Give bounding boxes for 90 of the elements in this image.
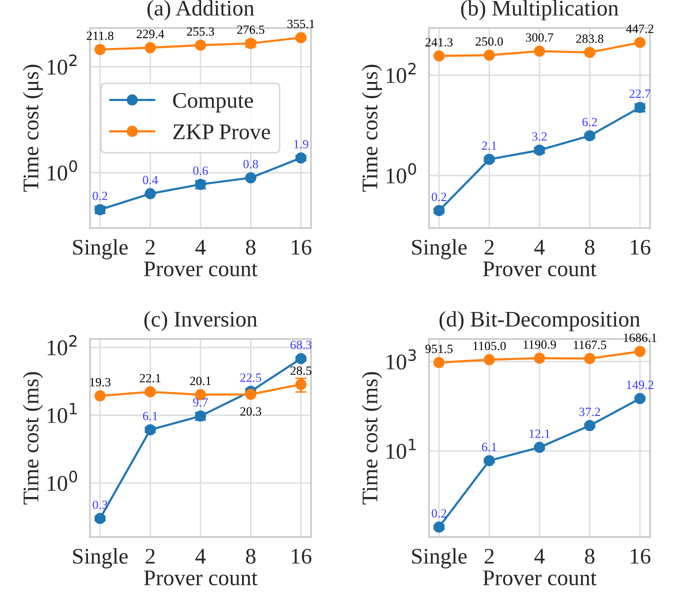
data-label: 22.7 [630, 90, 651, 98]
x-tick-label: Single [73, 239, 128, 260]
x-tick-label: 2 [146, 548, 155, 564]
data-label: 1686.1 [624, 334, 656, 342]
y-tick-label: 10$^{3}$ [386, 349, 416, 370]
data-label: 1105.0 [473, 342, 506, 350]
x-tick-label: Single [412, 239, 467, 260]
x-tick-label: 8 [585, 240, 594, 255]
x-tick-label: 8 [246, 240, 256, 255]
legend-label: ZKP Prove [173, 124, 270, 140]
data-label: 20.3 [240, 407, 262, 416]
data-label: 20.1 [190, 376, 211, 386]
data-label: 0.2 [92, 192, 108, 200]
data-label: 19.3 [90, 378, 110, 386]
y-tick-label: 10$^{0}$ [386, 163, 416, 184]
data-label: 149.2 [626, 380, 654, 390]
chart-title: (c) Inversion [144, 311, 258, 332]
data-label: 241.3 [426, 38, 453, 47]
y-tick-label: 10$^{2}$ [48, 335, 77, 356]
point [534, 352, 546, 364]
point [484, 354, 495, 366]
y-tick-label: 10$^{0}$ [48, 470, 78, 491]
data-label: 9.7 [193, 398, 208, 407]
data-label: 6.2 [582, 118, 597, 126]
x-tick-label: 4 [195, 548, 206, 564]
point [433, 50, 445, 62]
chart-title: (b) Multiplication [461, 0, 618, 20]
data-label: 6.1 [482, 442, 496, 452]
legend-label: Compute [173, 92, 253, 112]
point [433, 357, 445, 368]
x-tick-label: 16 [292, 548, 312, 564]
y-tick-label: 10$^{2}$ [386, 62, 416, 84]
y-axis-title: Time cost (μs) [22, 64, 43, 192]
chart-title: (d) Bit-Decomposition [440, 311, 640, 332]
x-tick-label: 8 [585, 548, 594, 564]
x-tick-label: 2 [484, 240, 494, 255]
x-tick-label: 4 [195, 240, 206, 255]
point [584, 353, 596, 364]
x-tick-label: 16 [630, 548, 650, 564]
data-label: 1.9 [294, 140, 308, 148]
x-axis-title: Prover count [144, 262, 258, 276]
y-tick-label: 10$^{0}$ [48, 160, 78, 181]
data-label: 3.2 [532, 132, 547, 141]
data-label: 2.1 [482, 141, 496, 150]
data-label: 1167.5 [574, 340, 606, 350]
data-label: 951.5 [425, 344, 453, 354]
x-tick-label: 2 [146, 240, 155, 255]
data-label: 0.6 [193, 166, 208, 175]
y-axis-title: Time cost (ms) [22, 372, 43, 504]
y-tick-label: 10$^{1}$ [48, 402, 77, 424]
data-label: 355.1 [287, 20, 314, 28]
data-label: 6.1 [142, 412, 158, 420]
y-axis-title: Time cost (ms) [362, 372, 382, 504]
y-tick-label: 10$^{2}$ [48, 54, 77, 75]
x-axis-title: Prover count [483, 262, 596, 276]
data-label: 276.5 [237, 26, 264, 34]
x-tick-label: 2 [484, 548, 494, 564]
data-label: 22.1 [140, 374, 160, 382]
x-tick-label: Single [412, 548, 467, 568]
data-label: 28.5 [290, 366, 312, 375]
x-tick-label: 4 [534, 548, 545, 564]
data-label: 255.3 [186, 27, 214, 36]
data-label: 0.4 [142, 176, 158, 184]
data-label: 229.4 [136, 30, 164, 38]
data-label: 12.1 [530, 429, 550, 438]
x-tick-label: 8 [246, 548, 256, 564]
data-label: 447.2 [626, 24, 654, 34]
data-label: 0.8 [243, 160, 258, 168]
x-tick-label: Single [73, 548, 128, 568]
point [634, 346, 646, 358]
data-label: 0.2 [432, 509, 446, 518]
data-label: 211.8 [86, 32, 114, 40]
x-axis-title: Prover count [144, 570, 258, 586]
y-tick-label: 10$^{1}$ [386, 438, 416, 459]
data-label: 1190.9 [524, 340, 556, 349]
data-label: 68.3 [290, 340, 312, 350]
chart-title: (a) Addition [147, 0, 254, 20]
x-axis-title: Prover count [483, 570, 596, 586]
x-tick-label: 4 [534, 240, 545, 255]
point [94, 44, 106, 56]
data-label: 0.3 [92, 500, 108, 510]
data-label: 283.8 [576, 34, 604, 43]
x-tick-label: 16 [292, 240, 312, 255]
data-label: 22.5 [240, 373, 262, 382]
x-tick-label: 16 [630, 240, 650, 255]
data-label: 250.0 [476, 37, 503, 46]
data-label: 37.2 [579, 408, 600, 416]
data-label: 0.2 [432, 192, 446, 202]
data-label: 300.7 [526, 33, 554, 42]
y-axis-title: Time cost (μs) [362, 64, 382, 192]
